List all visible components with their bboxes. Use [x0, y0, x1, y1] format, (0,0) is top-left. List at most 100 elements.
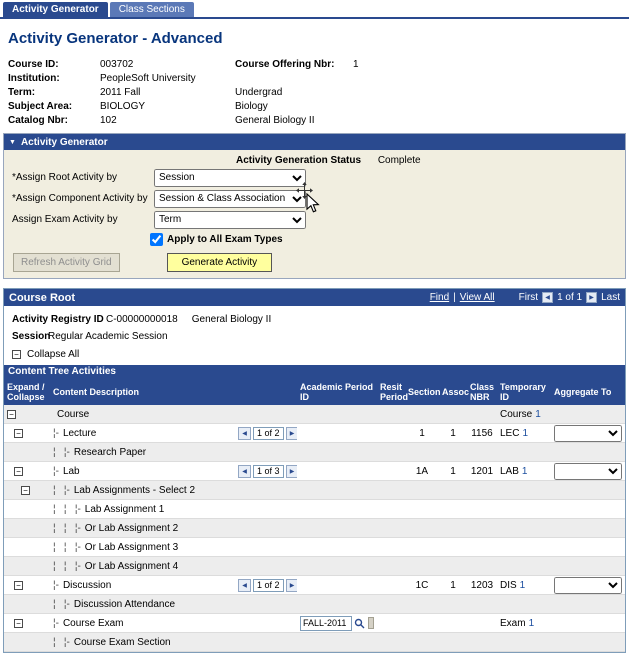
- term-label: Term:: [8, 86, 36, 98]
- section-value: 1C: [415, 579, 429, 591]
- collapse-all-label[interactable]: Collapse All: [27, 349, 80, 360]
- tree-row: ¦ ¦ ¦- Or Lab Assignment 4: [4, 557, 625, 576]
- component-activity-select[interactable]: Session & Class Association: [154, 189, 306, 208]
- tree-branch-glyph: ¦ ¦ ¦-: [53, 541, 81, 553]
- tree-row: ¦ ¦- Discussion Attendance: [4, 595, 625, 614]
- collapse-node-icon[interactable]: −: [14, 580, 23, 590]
- find-link[interactable]: Find: [429, 292, 450, 303]
- collapse-node-icon[interactable]: −: [21, 485, 30, 495]
- exam-activity-select[interactable]: Term: [154, 210, 306, 229]
- catalog-nbr-label: Catalog Nbr:: [8, 114, 68, 126]
- aggregate-to-select[interactable]: [554, 576, 622, 594]
- assign-exam-activity-label: Assign Exam Activity by: [12, 214, 118, 225]
- tree-row: ¦ ¦ ¦- Lab Assignment 1: [4, 500, 625, 519]
- header-aggregate-to: Aggregate To: [554, 387, 612, 397]
- course-root-header-bar: Course Root Find | View All First ◀ 1 of…: [4, 289, 625, 306]
- grid-navigation: Find | View All First ◀ 1 of 1 ▶ Last: [430, 292, 620, 303]
- activity-number-link[interactable]: 1: [521, 465, 528, 477]
- header-content-description: Content Description: [53, 387, 140, 397]
- section-value: 1: [419, 427, 425, 439]
- activity-generator-section-header[interactable]: ▼ Activity Generator: [4, 134, 625, 150]
- activity-number-link[interactable]: 1: [522, 427, 529, 439]
- view-all-link[interactable]: View All: [459, 292, 495, 303]
- collapse-node-icon[interactable]: −: [14, 618, 23, 628]
- next-row-button[interactable]: ▶: [285, 464, 297, 478]
- aggregate-to-select[interactable]: [554, 424, 622, 442]
- class-nbr-value: 1156: [471, 427, 493, 439]
- career-value: Undergrad: [235, 86, 283, 98]
- last-label[interactable]: Last: [601, 292, 620, 303]
- course-id-label: Course ID:: [8, 58, 59, 70]
- tree-table-body: − Course Course 1 − ¦- Lecture ◀ 1 of 2 ▶ …: [4, 405, 625, 652]
- apply-all-exam-types-checkbox[interactable]: [150, 233, 163, 246]
- collapse-node-icon[interactable]: −: [14, 466, 23, 476]
- subject-descr: Biology: [235, 100, 268, 112]
- previous-row-button[interactable]: ◀: [238, 426, 251, 440]
- assign-root-activity-label: *Assign Root Activity by: [12, 172, 118, 183]
- status-value: Complete: [377, 155, 421, 166]
- generation-status-row: Activity Generation Status Complete: [236, 155, 625, 166]
- lookup-icon[interactable]: [354, 618, 365, 629]
- refresh-activity-grid-button[interactable]: Refresh Activity Grid: [13, 253, 120, 272]
- tree-row: ¦ ¦- Course Exam Section: [4, 633, 625, 652]
- tree-branch-glyph: ¦ ¦-: [53, 484, 70, 496]
- activity-registry-id-label: Activity Registry ID: [12, 314, 104, 325]
- section-title: Activity Generator: [20, 136, 108, 148]
- tree-row: − ¦- Discussion ◀ 1 of 2 ▶ 1C 1 1203 DIS 1: [4, 576, 625, 595]
- next-page-button[interactable]: ▶: [586, 292, 598, 303]
- activity-number-link[interactable]: 1: [519, 579, 526, 591]
- previous-row-button[interactable]: ◀: [238, 464, 251, 478]
- tab-class-sections[interactable]: Class Sections: [109, 2, 194, 17]
- temporary-id-text: DIS: [500, 579, 517, 591]
- first-label[interactable]: First: [518, 292, 539, 303]
- tree-row: ¦ ¦- Research Paper: [4, 443, 625, 462]
- aggregate-to-select[interactable]: [554, 462, 622, 480]
- tree-branch-glyph: ¦-: [53, 465, 59, 477]
- session-value: Regular Academic Session: [48, 331, 168, 342]
- activity-number-link[interactable]: 1: [535, 408, 541, 420]
- section-value: 1A: [415, 465, 429, 477]
- header-resit-period: Resit Period: [380, 382, 409, 402]
- activity-label: Or Lab Assignment 2: [84, 522, 179, 534]
- activity-label: Lab: [62, 465, 80, 477]
- activity-number-link[interactable]: 1: [528, 617, 535, 629]
- next-row-button[interactable]: ▶: [285, 578, 297, 592]
- apply-all-exam-types-label[interactable]: Apply to All Exam Types: [167, 234, 283, 245]
- activity-label: Course Exam Section: [73, 636, 171, 648]
- course-offering-label: Course Offering Nbr:: [235, 58, 335, 70]
- tree-branch-glyph: ¦-: [53, 617, 59, 629]
- activity-label: Course: [57, 408, 90, 420]
- tree-row: − ¦- Lab ◀ 1 of 3 ▶ 1A 1 1201 LAB 1: [4, 462, 625, 481]
- tree-branch-glyph: ¦ ¦ ¦-: [53, 522, 81, 534]
- generate-activity-button[interactable]: Generate Activity: [166, 253, 273, 272]
- course-id-value: 003702: [100, 58, 134, 70]
- header-assoc: Assoc: [442, 387, 470, 397]
- prompt-disabled-box: [368, 617, 374, 629]
- assign-component-activity-label: *Assign Component Activity by: [12, 193, 148, 204]
- collapse-node-icon[interactable]: −: [14, 428, 23, 438]
- header-expand-collapse: Expand / Collapse: [7, 382, 45, 402]
- activity-label: Lab Assignments - Select 2: [73, 484, 196, 496]
- activity-generator-panel: ▼ Activity Generator Activity Generation…: [3, 133, 626, 279]
- previous-page-button[interactable]: ◀: [542, 292, 554, 303]
- class-nbr-value: 1203: [470, 579, 494, 591]
- collapse-node-icon[interactable]: −: [7, 409, 16, 419]
- temporary-id-text: Course: [500, 408, 533, 420]
- collapse-all-icon[interactable]: −: [12, 350, 21, 359]
- next-row-button[interactable]: ▶: [285, 426, 297, 440]
- row-count: 1 of 2: [253, 578, 284, 592]
- tab-activity-generator[interactable]: Activity Generator: [3, 2, 108, 17]
- course-root-section: Course Root Find | View All First ◀ 1 of…: [3, 288, 626, 653]
- root-activity-select[interactable]: Session: [154, 168, 306, 187]
- academic-period-input[interactable]: [300, 615, 352, 631]
- header-academic-period-id: Academic Period ID: [300, 382, 374, 402]
- previous-row-button[interactable]: ◀: [238, 578, 251, 592]
- activity-registry-descr: General Biology II: [191, 314, 272, 325]
- activity-label: Course Exam: [62, 617, 124, 629]
- session-label: Session: [12, 331, 51, 342]
- status-label: Activity Generation Status: [236, 155, 362, 166]
- course-root-title: Course Root: [9, 291, 75, 304]
- collapse-section-icon[interactable]: ▼: [9, 138, 16, 146]
- activity-label: Discussion: [62, 579, 112, 591]
